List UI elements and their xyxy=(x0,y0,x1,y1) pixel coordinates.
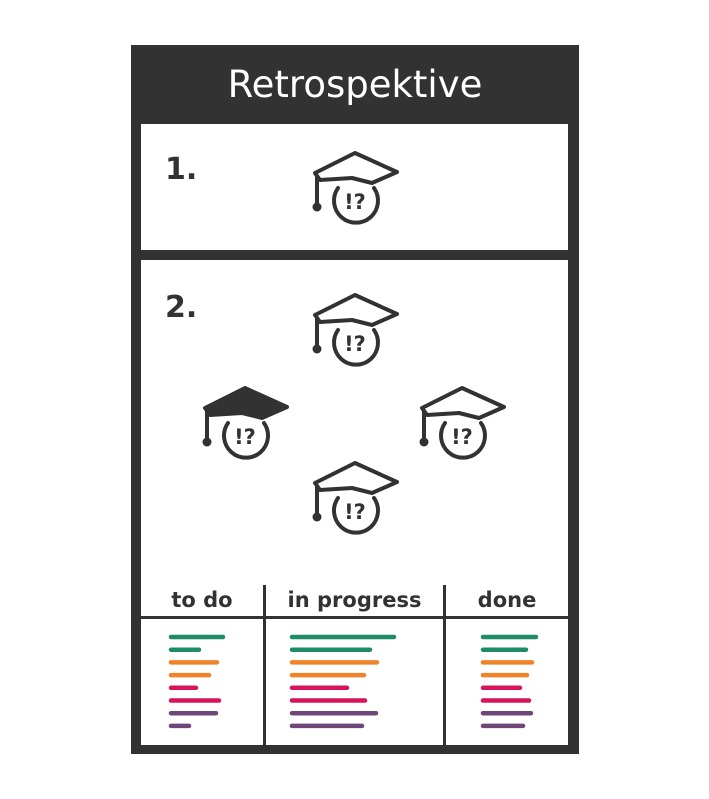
column-divider xyxy=(263,585,266,745)
section-1-panel xyxy=(141,124,568,250)
graduation-cap-question-icon: !? xyxy=(312,293,399,367)
graduation-cap-question-icon: !? xyxy=(202,386,289,460)
svg-text:!?: !? xyxy=(344,190,366,214)
header-divider xyxy=(141,616,568,619)
svg-text:!?: !? xyxy=(344,500,366,524)
section-2-number: 2. xyxy=(165,290,198,325)
column-header-to-do: to do xyxy=(171,588,233,612)
section-1-number: 1. xyxy=(165,152,198,187)
column-header-done: done xyxy=(477,588,537,612)
svg-text:!?: !? xyxy=(451,425,473,449)
graduation-cap-question-icon: !? xyxy=(312,461,399,535)
svg-text:!?: !? xyxy=(234,425,256,449)
column-divider xyxy=(443,585,446,745)
title: Retrospektive xyxy=(227,63,483,106)
graduation-cap-question-icon: !? xyxy=(312,151,399,225)
graduation-cap-question-icon: !? xyxy=(419,386,506,460)
svg-text:!?: !? xyxy=(344,332,366,356)
column-header-in-progress: in progress xyxy=(287,588,422,612)
